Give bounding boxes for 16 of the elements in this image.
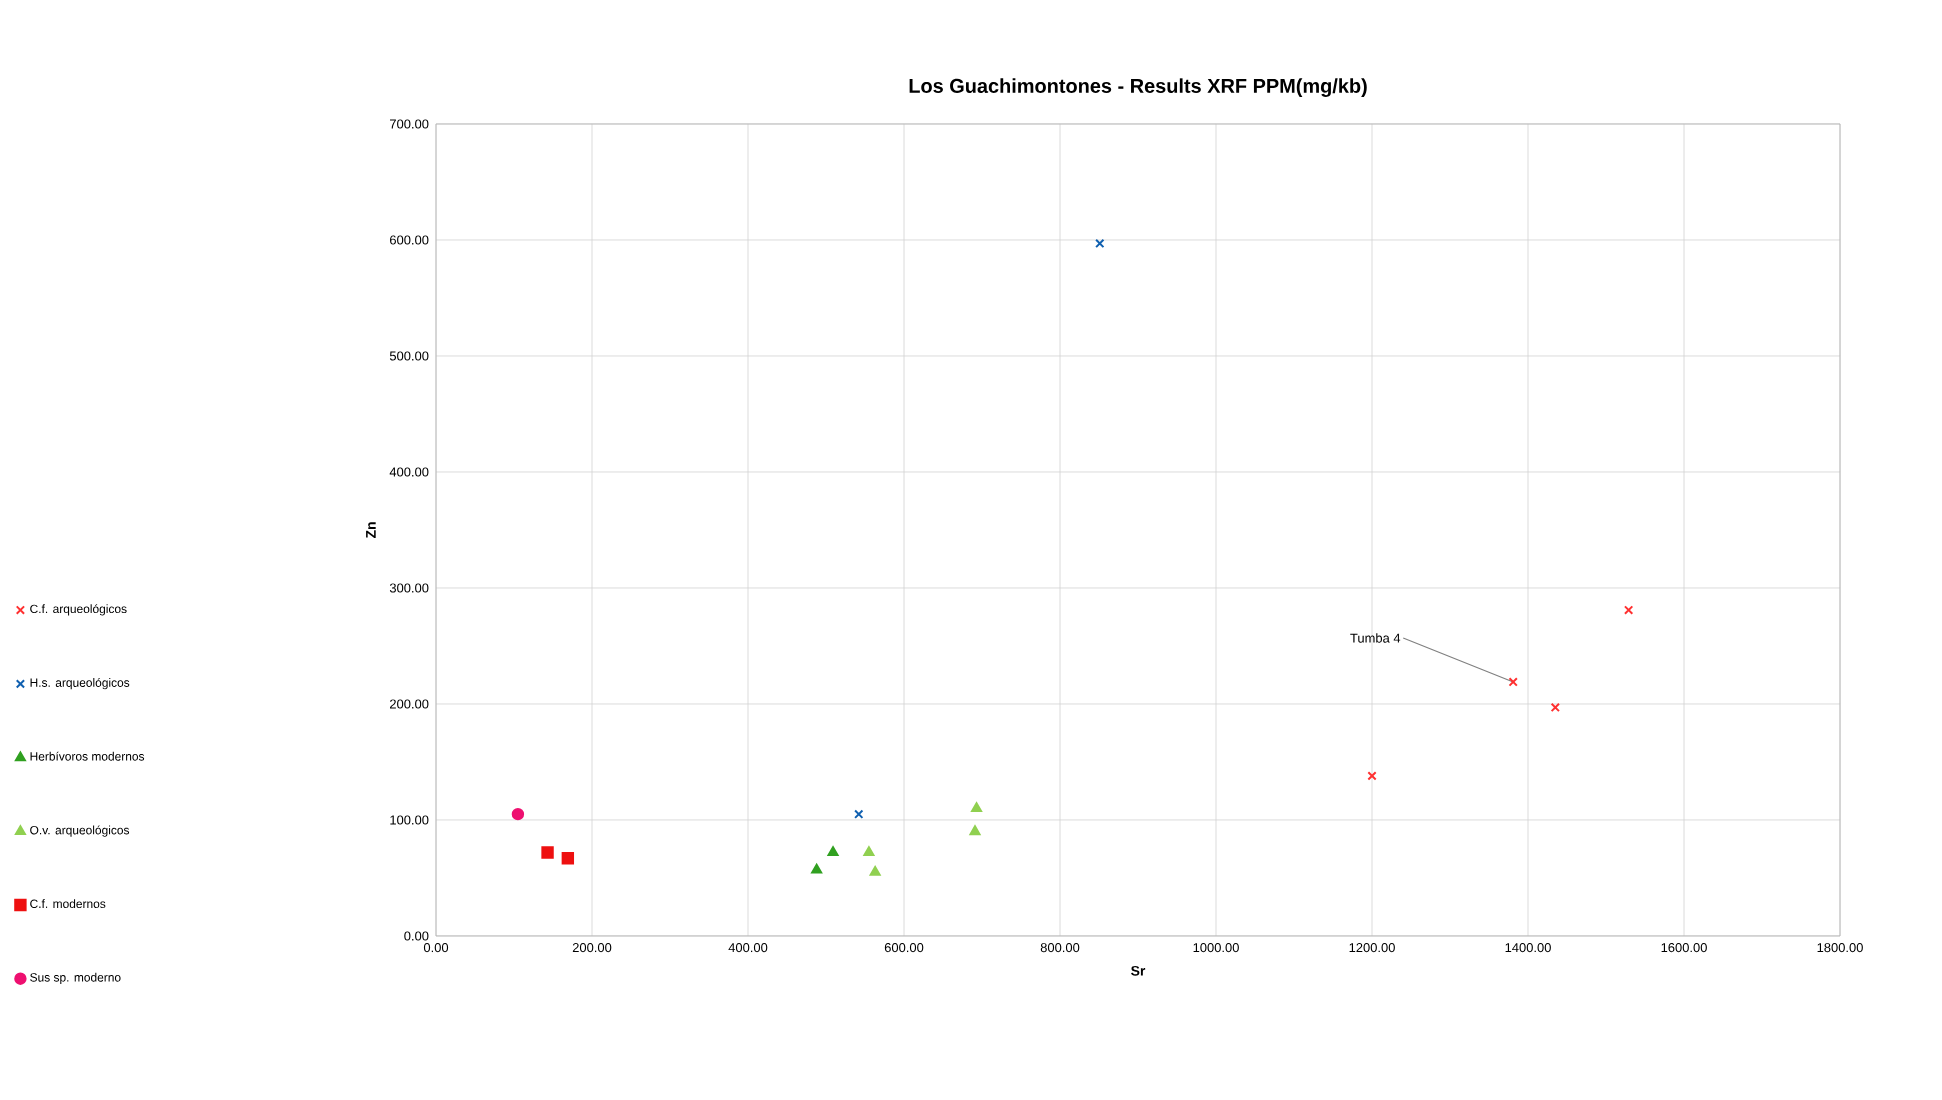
chart-title: Los Guachimontones - Results XRF PPM(mg/kb): [909, 78, 1367, 97]
point: [971, 802, 983, 812]
point: [1367, 771, 1377, 781]
point: [1508, 677, 1518, 687]
point: [854, 809, 864, 819]
point: [869, 865, 881, 876]
point: [561, 852, 575, 865]
point: [1095, 238, 1105, 249]
point: [827, 846, 839, 857]
point: [811, 863, 823, 874]
point: [541, 846, 554, 859]
point: [511, 807, 525, 821]
point: [1550, 702, 1560, 713]
point: [969, 825, 981, 836]
point: [863, 846, 875, 857]
point: [1623, 605, 1634, 615]
